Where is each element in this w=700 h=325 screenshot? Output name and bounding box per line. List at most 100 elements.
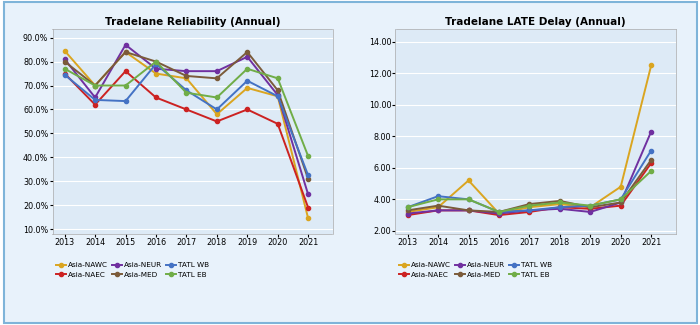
TATL WB — [556, 205, 564, 209]
Asia-MED — [274, 88, 282, 92]
Asia-NAEC — [274, 122, 282, 126]
Asia-NAWC — [274, 94, 282, 98]
Asia-NAWC — [434, 205, 442, 209]
TATL WB — [586, 204, 594, 208]
TATL EB — [304, 154, 312, 158]
Asia-NEUR — [304, 192, 312, 196]
TATL EB — [274, 76, 282, 80]
Asia-NAWC — [525, 205, 533, 209]
Asia-NEUR — [586, 210, 594, 214]
Asia-NEUR — [274, 93, 282, 97]
Asia-NEUR — [556, 207, 564, 211]
TATL EB — [213, 96, 221, 99]
Asia-MED — [213, 76, 221, 80]
Asia-NAEC — [647, 161, 655, 165]
TATL EB — [556, 201, 564, 204]
Asia-NAEC — [152, 96, 160, 99]
Legend: Asia-NAWC, Asia-NAEC, Asia-NEUR, Asia-MED, TATL WB, TATL EB: Asia-NAWC, Asia-NAEC, Asia-NEUR, Asia-ME… — [399, 262, 552, 278]
Asia-NAWC — [403, 210, 412, 214]
Asia-NAWC — [213, 112, 221, 116]
Line: TATL WB: TATL WB — [62, 62, 310, 177]
TATL WB — [617, 197, 625, 201]
TATL WB — [403, 205, 412, 209]
TATL WB — [91, 98, 99, 102]
Title: Tradelane LATE Delay (Annual): Tradelane LATE Delay (Annual) — [445, 17, 626, 27]
Asia-NAWC — [152, 72, 160, 75]
Asia-NAEC — [617, 204, 625, 208]
Asia-NAWC — [304, 216, 312, 220]
Asia-NEUR — [464, 208, 473, 212]
Asia-NEUR — [60, 57, 69, 61]
TATL EB — [617, 197, 625, 201]
TATL EB — [91, 84, 99, 87]
Line: Asia-NEUR: Asia-NEUR — [62, 43, 310, 197]
Asia-NAEC — [121, 69, 130, 73]
Asia-MED — [182, 74, 190, 78]
Asia-NAWC — [556, 202, 564, 206]
TATL WB — [121, 99, 130, 103]
Asia-MED — [525, 202, 533, 206]
Line: Asia-NAEC: Asia-NAEC — [405, 161, 653, 217]
Asia-NAWC — [91, 84, 99, 87]
Asia-NAEC — [243, 108, 251, 111]
Asia-NAEC — [182, 108, 190, 111]
Asia-NEUR — [525, 208, 533, 212]
Asia-NAEC — [213, 120, 221, 124]
Asia-NAEC — [464, 208, 473, 212]
Asia-NAEC — [91, 103, 99, 107]
TATL WB — [213, 108, 221, 111]
Line: Asia-MED: Asia-MED — [62, 50, 310, 181]
Asia-NAWC — [243, 86, 251, 90]
Line: TATL EB: TATL EB — [62, 59, 310, 158]
Asia-NAEC — [495, 213, 503, 217]
Line: TATL EB: TATL EB — [405, 169, 653, 214]
TATL EB — [495, 210, 503, 214]
TATL WB — [182, 88, 190, 92]
Asia-NAWC — [121, 50, 130, 54]
TATL WB — [243, 79, 251, 83]
Asia-NAEC — [556, 205, 564, 209]
Asia-MED — [495, 210, 503, 214]
Asia-MED — [91, 84, 99, 87]
Line: Asia-NAEC: Asia-NAEC — [62, 69, 310, 210]
Asia-NEUR — [91, 96, 99, 99]
Asia-NAEC — [525, 210, 533, 214]
Asia-NAWC — [586, 205, 594, 209]
TATL EB — [121, 84, 130, 87]
TATL EB — [152, 59, 160, 63]
Asia-NAWC — [60, 49, 69, 53]
TATL WB — [647, 149, 655, 152]
Line: Asia-NAWC: Asia-NAWC — [62, 49, 310, 221]
TATL EB — [464, 197, 473, 201]
Asia-NAEC — [403, 213, 412, 217]
Asia-MED — [403, 208, 412, 212]
Asia-NEUR — [647, 130, 655, 134]
Asia-MED — [586, 205, 594, 209]
Asia-MED — [647, 158, 655, 162]
Asia-NEUR — [121, 43, 130, 47]
Asia-MED — [434, 204, 442, 208]
Asia-NAWC — [495, 212, 503, 215]
Asia-NAWC — [182, 76, 190, 80]
Asia-NEUR — [213, 69, 221, 73]
Asia-MED — [243, 50, 251, 54]
Asia-MED — [121, 50, 130, 54]
Line: Asia-NEUR: Asia-NEUR — [405, 130, 653, 215]
Asia-NAWC — [617, 185, 625, 189]
Line: Asia-MED: Asia-MED — [405, 158, 653, 214]
TATL EB — [647, 169, 655, 173]
TATL EB — [60, 67, 69, 71]
Asia-NAEC — [60, 72, 69, 75]
TATL WB — [304, 173, 312, 177]
Asia-MED — [60, 59, 69, 63]
TATL WB — [60, 73, 69, 77]
TATL EB — [243, 67, 251, 71]
TATL WB — [274, 94, 282, 98]
Asia-NAEC — [304, 206, 312, 210]
Asia-MED — [304, 177, 312, 181]
Asia-NEUR — [182, 69, 190, 73]
Asia-MED — [556, 199, 564, 203]
TATL WB — [434, 194, 442, 198]
TATL EB — [182, 91, 190, 95]
TATL WB — [464, 197, 473, 201]
